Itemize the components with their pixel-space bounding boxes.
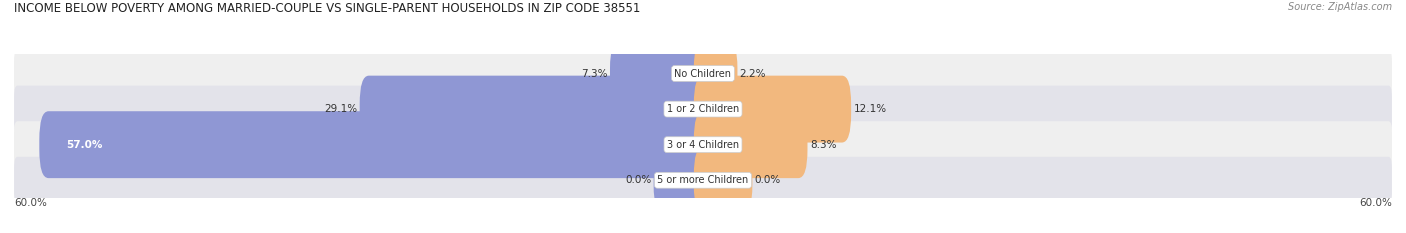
FancyBboxPatch shape [693, 147, 752, 214]
FancyBboxPatch shape [693, 111, 807, 178]
Text: 57.0%: 57.0% [66, 140, 103, 150]
FancyBboxPatch shape [610, 40, 713, 107]
Text: 0.0%: 0.0% [755, 175, 780, 185]
FancyBboxPatch shape [360, 76, 713, 143]
Text: 5 or more Children: 5 or more Children [658, 175, 748, 185]
Text: 1 or 2 Children: 1 or 2 Children [666, 104, 740, 114]
Text: 12.1%: 12.1% [853, 104, 887, 114]
FancyBboxPatch shape [14, 86, 1392, 133]
Text: 0.0%: 0.0% [626, 175, 651, 185]
Text: 7.3%: 7.3% [581, 69, 607, 79]
Text: No Children: No Children [675, 69, 731, 79]
Text: Source: ZipAtlas.com: Source: ZipAtlas.com [1288, 2, 1392, 12]
Text: 8.3%: 8.3% [810, 140, 837, 150]
Text: 2.2%: 2.2% [740, 69, 766, 79]
Text: 60.0%: 60.0% [1360, 198, 1392, 208]
Text: 60.0%: 60.0% [14, 198, 46, 208]
FancyBboxPatch shape [39, 111, 713, 178]
FancyBboxPatch shape [14, 157, 1392, 204]
FancyBboxPatch shape [693, 40, 738, 107]
Text: INCOME BELOW POVERTY AMONG MARRIED-COUPLE VS SINGLE-PARENT HOUSEHOLDS IN ZIP COD: INCOME BELOW POVERTY AMONG MARRIED-COUPL… [14, 2, 641, 15]
Text: 29.1%: 29.1% [325, 104, 357, 114]
FancyBboxPatch shape [654, 147, 713, 214]
FancyBboxPatch shape [14, 121, 1392, 168]
Text: 3 or 4 Children: 3 or 4 Children [666, 140, 740, 150]
FancyBboxPatch shape [693, 76, 851, 143]
FancyBboxPatch shape [14, 50, 1392, 97]
